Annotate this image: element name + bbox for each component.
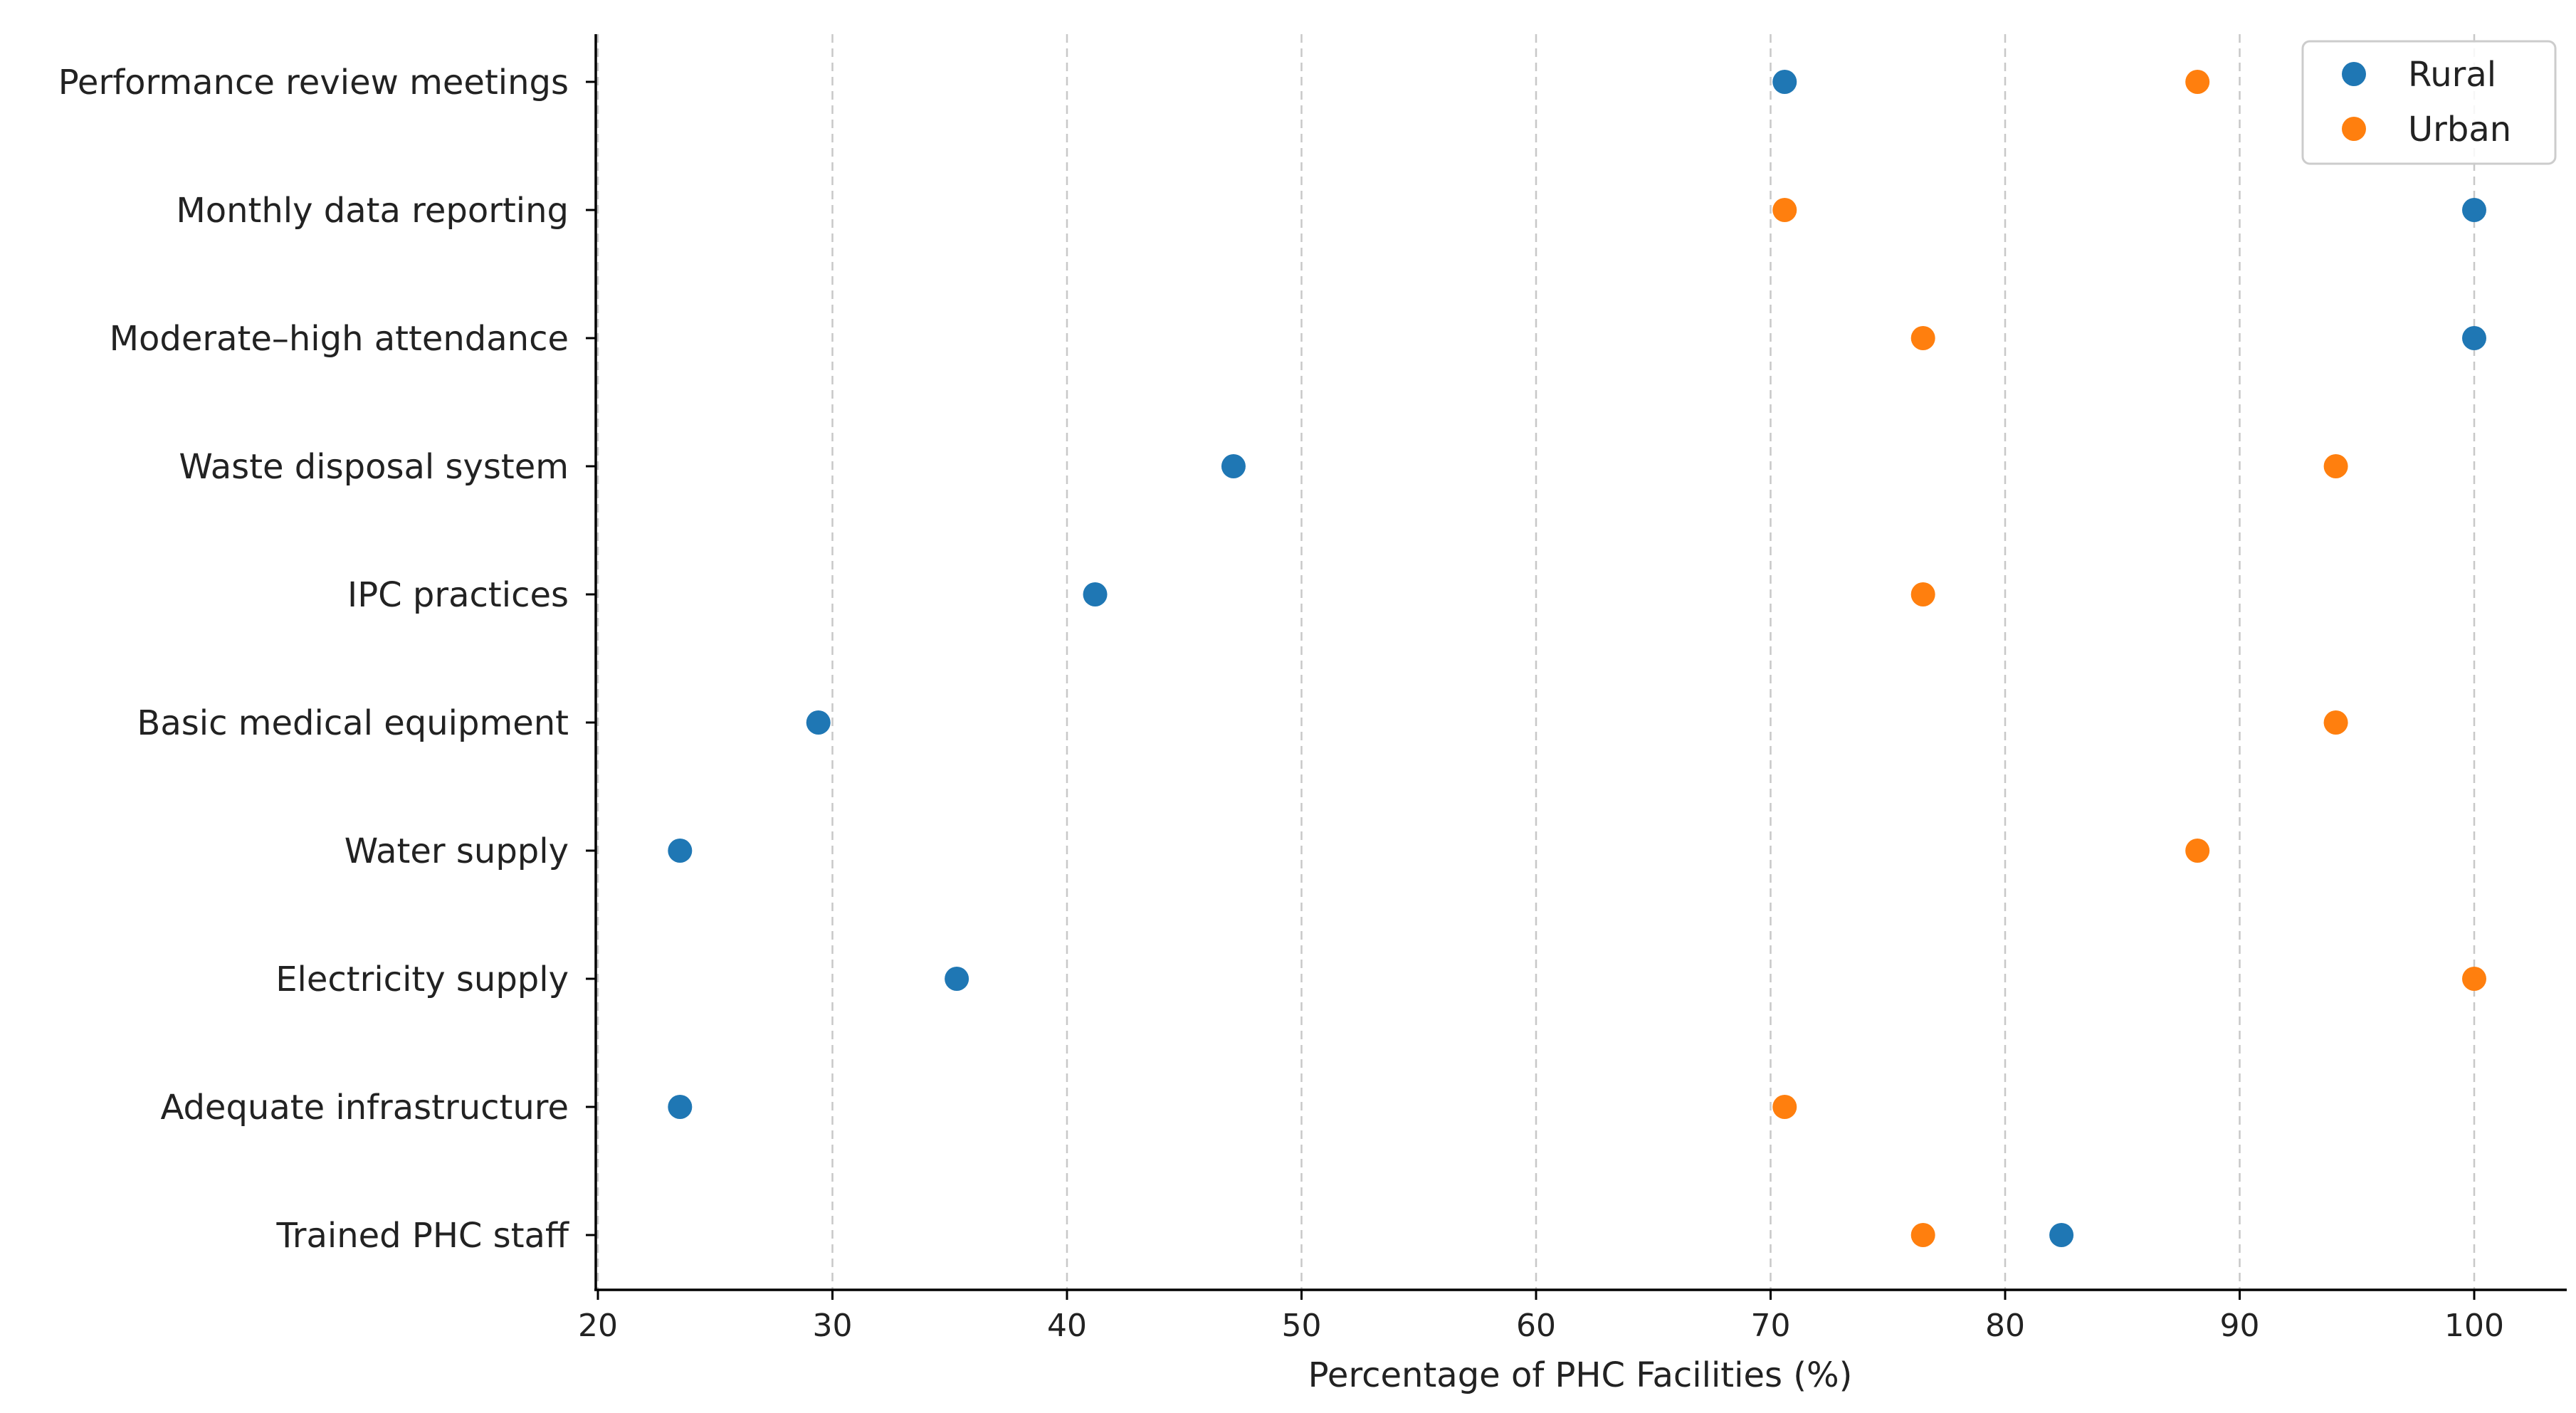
urban-point bbox=[2185, 70, 2210, 94]
grid-layer bbox=[596, 34, 2476, 1290]
urban-point bbox=[1772, 1095, 1797, 1119]
legend-marker-rural bbox=[2342, 62, 2366, 86]
x-axis-label: Percentage of PHC Facilities (%) bbox=[1308, 1355, 1853, 1395]
x-tick-label: 80 bbox=[1985, 1308, 2025, 1344]
y-ticks: Performance review meetings Monthly data … bbox=[58, 63, 596, 1256]
rural-point bbox=[1772, 70, 1797, 94]
urban-point bbox=[1910, 1223, 1935, 1247]
category-label: Performance review meetings bbox=[58, 63, 569, 103]
urban-point bbox=[2462, 967, 2486, 991]
category-label: Trained PHC staff bbox=[275, 1216, 569, 1256]
rural-point bbox=[1083, 582, 1108, 606]
legend-frame bbox=[2301, 40, 2557, 165]
data-points bbox=[668, 70, 2486, 1247]
category-label: Basic medical equipment bbox=[137, 703, 569, 743]
x-tick-label: 70 bbox=[1751, 1308, 1791, 1344]
urban-point bbox=[1772, 198, 1797, 222]
urban-point bbox=[2323, 710, 2348, 735]
x-tick-label: 30 bbox=[813, 1308, 853, 1344]
x-tick-label: 60 bbox=[1516, 1308, 1556, 1344]
rural-point bbox=[2462, 198, 2486, 222]
category-label: Water supply bbox=[345, 831, 569, 871]
legend-label-urban: Urban bbox=[2408, 110, 2511, 149]
rural-point bbox=[668, 1095, 693, 1119]
x-tick-label: 50 bbox=[1282, 1308, 1322, 1344]
category-label: Adequate infrastructure bbox=[160, 1088, 569, 1128]
x-ticks: 20 30 40 50 60 70 80 90 100 bbox=[578, 1290, 2504, 1344]
rural-point bbox=[1221, 454, 1246, 478]
x-tick-label: 100 bbox=[2444, 1308, 2504, 1344]
urban-point bbox=[1910, 582, 1935, 606]
rural-point bbox=[2049, 1223, 2074, 1247]
category-label: Moderate–high attendance bbox=[110, 319, 569, 359]
category-label: Waste disposal system bbox=[179, 447, 569, 487]
category-label: IPC practices bbox=[347, 575, 569, 615]
legend: Rural Urban bbox=[2301, 40, 2557, 165]
rural-point bbox=[945, 967, 969, 991]
legend-label-rural: Rural bbox=[2408, 55, 2496, 95]
x-tick-label: 90 bbox=[2220, 1308, 2260, 1344]
rural-point bbox=[668, 839, 693, 863]
rural-point bbox=[2462, 326, 2486, 350]
x-tick-label: 20 bbox=[578, 1308, 618, 1344]
category-label: Monthly data reporting bbox=[176, 191, 569, 231]
x-tick-label: 40 bbox=[1047, 1308, 1087, 1344]
category-label: Electricity supply bbox=[275, 960, 569, 999]
urban-point bbox=[2323, 454, 2348, 478]
urban-point bbox=[2185, 839, 2210, 863]
legend-marker-urban bbox=[2342, 117, 2366, 141]
urban-point bbox=[1910, 326, 1935, 350]
axes-spines bbox=[594, 34, 2567, 1291]
rural-point bbox=[806, 710, 831, 735]
